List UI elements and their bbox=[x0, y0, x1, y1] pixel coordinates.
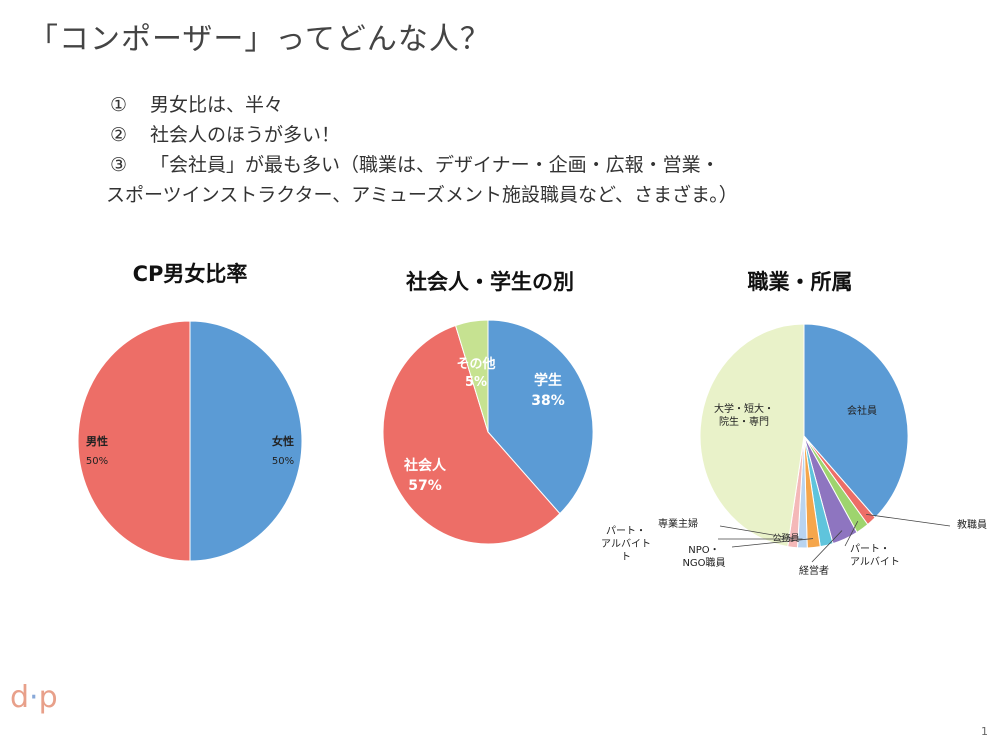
status-value-worker: 57% bbox=[408, 478, 442, 494]
gender-label-female: 女性 bbox=[272, 434, 294, 448]
gender-chart-title: CP男女比率 bbox=[132, 262, 248, 286]
occupation-label-npo: NPO・ NGO職員 bbox=[682, 545, 725, 569]
status-label-worker: 社会人 bbox=[403, 457, 447, 474]
occupation-label-teacher-leader bbox=[866, 513, 951, 527]
point-text: 社会人のほうが多い！ bbox=[150, 124, 341, 146]
dp-logo: d·p bbox=[10, 680, 58, 715]
gender-value-male: 50% bbox=[86, 456, 108, 467]
occupation-label-parttime-right: パート・アルバイト bbox=[850, 543, 900, 568]
point-text: 男女比は、半々 bbox=[150, 94, 284, 116]
occupation-label-student: 大学・短大・院生・専門 bbox=[714, 402, 774, 428]
occupation-chart-title: 職業・所属 bbox=[747, 270, 853, 294]
occupation-label-parttime-left: パート・アルバイトト bbox=[601, 525, 651, 563]
occupation-label-npo-leader bbox=[731, 538, 814, 548]
status-pie-slice-1 bbox=[487, 319, 594, 515]
gender-pie-slice-2 bbox=[77, 320, 191, 562]
page-number: 1 bbox=[981, 725, 988, 738]
status-value-other: 5% bbox=[465, 375, 487, 390]
gender-value-female: 50% bbox=[272, 456, 294, 467]
status-value-student: 38% bbox=[531, 393, 565, 409]
occupation-pie-slice-9 bbox=[699, 323, 805, 548]
logo-letter-d: d bbox=[10, 680, 30, 715]
occupation-pie-slice-1 bbox=[803, 323, 909, 519]
occupation-label-executive: 経営者 bbox=[799, 564, 829, 577]
point-number: ③ bbox=[110, 154, 128, 176]
occupation-label-company: 会社員 bbox=[847, 404, 877, 417]
status-chart-title: 社会人・学生の別 bbox=[406, 270, 574, 294]
point-number: ① bbox=[110, 94, 128, 116]
logo-dot: · bbox=[29, 680, 39, 715]
point-text: スポーツインストラクター、アミューズメント施設職員など、さまざま。） bbox=[106, 184, 738, 206]
status-pie-slice-2 bbox=[382, 324, 561, 545]
gender-label-male: 男性 bbox=[86, 434, 108, 448]
status-pie-slice-3 bbox=[454, 319, 489, 433]
point-item-continued: スポーツインストラクター、アミューズメント施設職員など、さまざま。） bbox=[106, 180, 738, 210]
occupation-label-executive-leader bbox=[811, 530, 843, 563]
occupation-label-housewife-leader bbox=[719, 525, 794, 539]
point-item: ② 社会人のほうが多い！ bbox=[110, 120, 738, 150]
point-number: ② bbox=[110, 124, 128, 146]
gender-pie-slice-1 bbox=[189, 320, 303, 562]
point-item: ① 男女比は、半々 bbox=[110, 90, 738, 120]
occupation-label-teacher: 教職員 bbox=[957, 518, 987, 531]
key-points-list: ① 男女比は、半々 ② 社会人のほうが多い！ ③ 「会社員」が最も多い（職業は、デザイ… bbox=[106, 90, 738, 210]
status-label-student: 学生 bbox=[534, 372, 562, 389]
occupation-label-parttime-right-leader bbox=[844, 521, 859, 547]
occupation-label-housewife: 専業主婦 bbox=[658, 517, 698, 530]
status-label-other: その他 bbox=[456, 356, 495, 372]
logo-letter-p: p bbox=[38, 680, 58, 715]
point-text: 「会社員」が最も多い（職業は、デザイナー・企画・広報・営業・ bbox=[150, 154, 720, 176]
point-item: ③ 「会社員」が最も多い（職業は、デザイナー・企画・広報・営業・ bbox=[110, 150, 738, 180]
slide-title: 「コンポーザー」ってどんな人？ bbox=[28, 22, 491, 57]
